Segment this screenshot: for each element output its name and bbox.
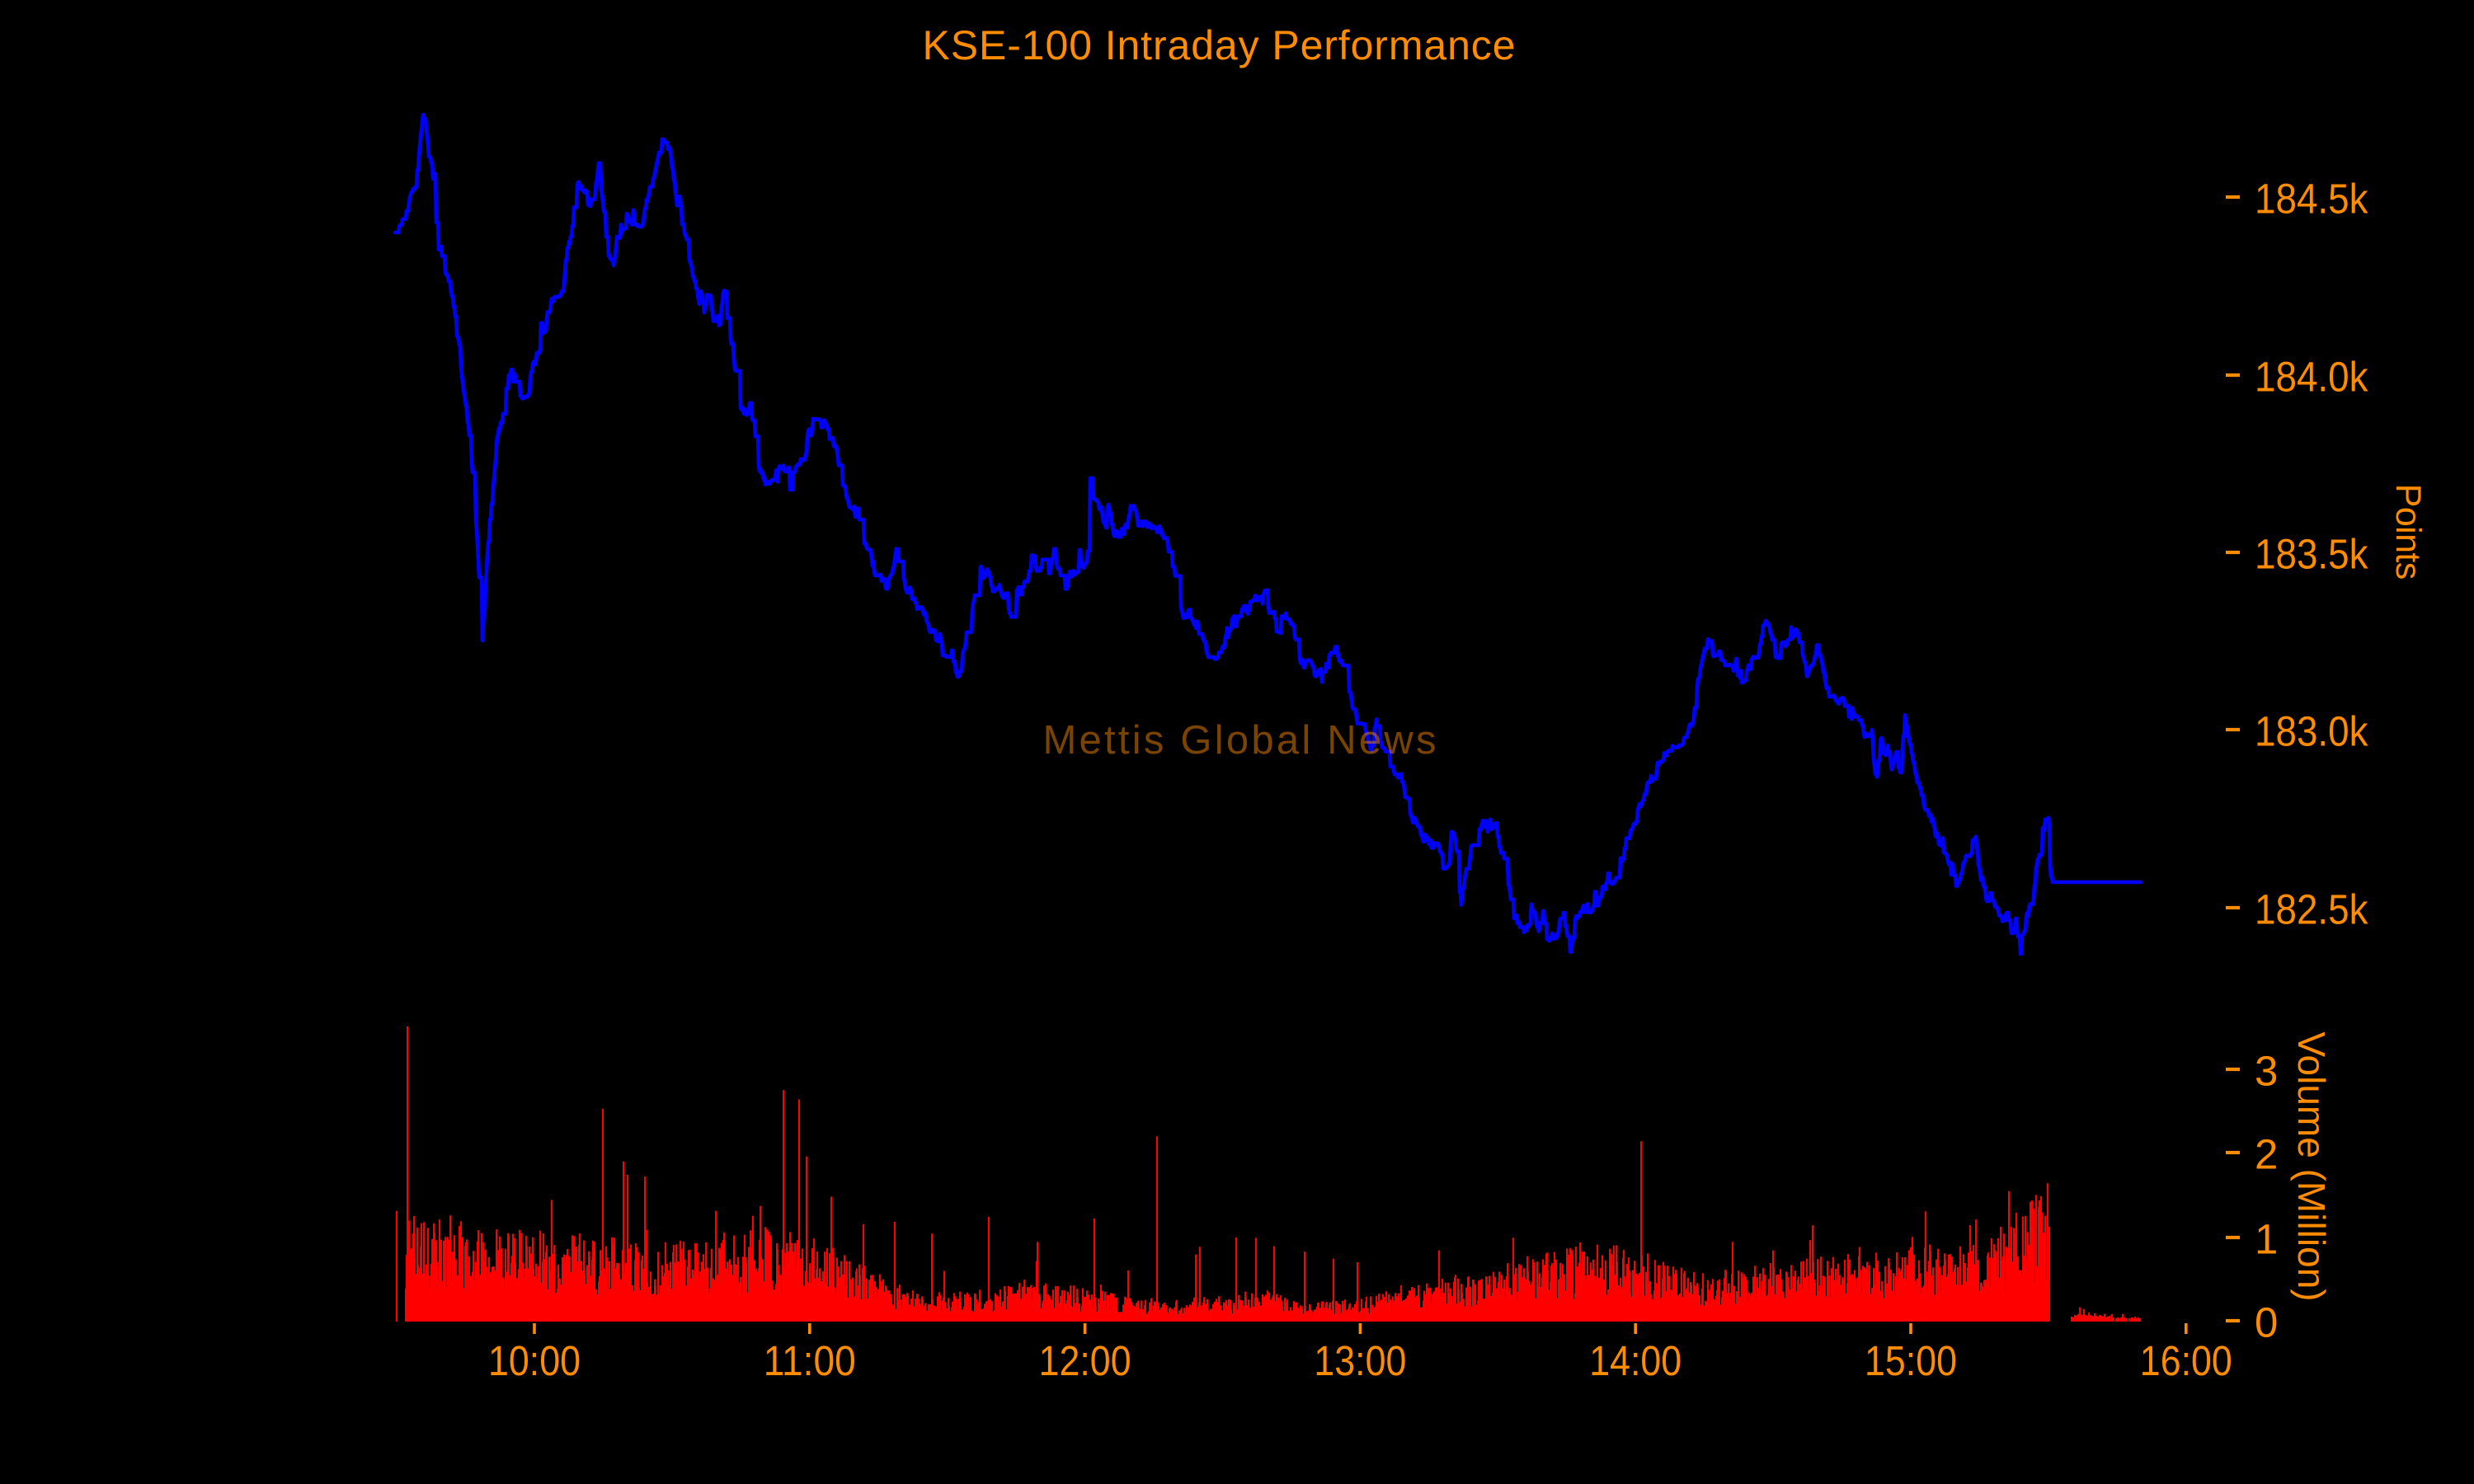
svg-text:15:00: 15:00 — [1865, 1337, 1957, 1384]
svg-text:184.0k: 184.0k — [2255, 354, 2368, 401]
svg-text:0: 0 — [2255, 1299, 2278, 1346]
svg-text:KSE-100 Intraday Performance: KSE-100 Intraday Performance — [923, 22, 1516, 68]
svg-text:13:00: 13:00 — [1314, 1337, 1406, 1384]
svg-text:184.5k: 184.5k — [2255, 176, 2368, 223]
svg-text:14:00: 14:00 — [1589, 1337, 1681, 1384]
svg-text:Volume (Million): Volume (Million) — [2290, 1031, 2333, 1301]
svg-text:3: 3 — [2255, 1048, 2278, 1095]
svg-text:Points: Points — [2388, 484, 2428, 580]
svg-text:182.5k: 182.5k — [2255, 886, 2368, 933]
svg-text:2: 2 — [2255, 1131, 2278, 1178]
svg-text:16:00: 16:00 — [2140, 1337, 2232, 1384]
svg-text:10:00: 10:00 — [488, 1337, 581, 1384]
svg-text:11:00: 11:00 — [764, 1337, 856, 1384]
svg-text:183.5k: 183.5k — [2255, 531, 2368, 578]
svg-text:12:00: 12:00 — [1039, 1337, 1131, 1384]
svg-text:1: 1 — [2255, 1216, 2278, 1263]
svg-text:183.0k: 183.0k — [2255, 708, 2368, 755]
svg-text:Mettis Global News: Mettis Global News — [1043, 718, 1437, 763]
